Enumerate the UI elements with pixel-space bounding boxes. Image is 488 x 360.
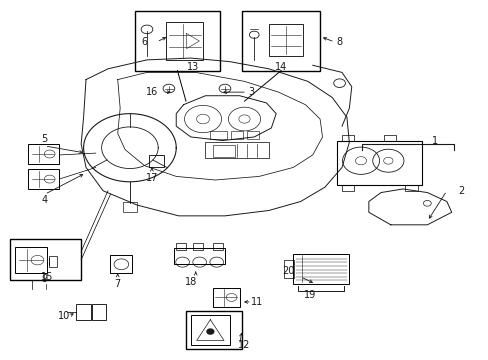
Bar [122,202,137,212]
Text: 3: 3 [248,87,254,97]
Bar [210,131,227,139]
Bar [92,304,106,320]
Bar [336,140,422,185]
Text: 18: 18 [184,277,197,287]
Bar [341,135,353,140]
Text: 20: 20 [282,266,294,276]
Text: 10: 10 [58,311,70,321]
Bar [49,256,57,267]
Bar [212,145,234,157]
Bar [230,131,243,139]
Text: 14: 14 [274,62,286,72]
Text: 1: 1 [431,136,437,145]
Bar [242,12,320,71]
Bar [10,239,81,280]
Bar [176,243,185,250]
Text: 19: 19 [304,290,316,300]
Bar [284,260,294,278]
Text: 16: 16 [145,87,158,97]
Text: 5: 5 [41,134,48,144]
Text: 17: 17 [145,173,158,183]
Bar [166,22,203,60]
Bar [185,311,242,348]
Bar [190,315,229,345]
Text: 4: 4 [41,195,47,205]
Bar [405,185,417,191]
Bar [193,243,203,250]
Text: 12: 12 [238,340,250,350]
Text: 13: 13 [187,62,199,72]
Bar [246,131,259,139]
Text: 11: 11 [250,297,262,307]
Bar [268,24,303,56]
Bar [212,288,239,307]
Bar [27,169,59,189]
Text: 6: 6 [141,37,147,47]
Text: 7: 7 [114,279,121,289]
Bar [212,243,222,250]
Bar [110,255,132,273]
Bar [149,155,163,167]
Bar [173,248,224,264]
Bar [383,135,395,140]
Text: 2: 2 [457,186,464,196]
Text: 8: 8 [336,37,342,47]
Text: 9: 9 [41,274,47,284]
Bar [341,185,353,191]
Bar [15,247,47,273]
Bar [76,304,90,320]
Bar [293,253,348,284]
Bar [135,12,220,71]
Bar [205,142,268,158]
Bar [27,144,59,164]
Circle shape [206,329,213,334]
Text: 15: 15 [41,272,53,282]
